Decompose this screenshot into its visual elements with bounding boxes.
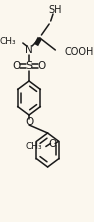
Text: N: N [25, 45, 33, 55]
Text: O: O [49, 139, 57, 149]
Text: COOH: COOH [65, 47, 94, 57]
Text: S: S [25, 61, 33, 71]
Text: O: O [37, 61, 45, 71]
Text: SH: SH [49, 5, 62, 15]
Text: CH₃: CH₃ [0, 36, 17, 46]
Text: O: O [25, 117, 33, 127]
Text: CH₃: CH₃ [25, 142, 42, 151]
Text: O: O [13, 61, 21, 71]
